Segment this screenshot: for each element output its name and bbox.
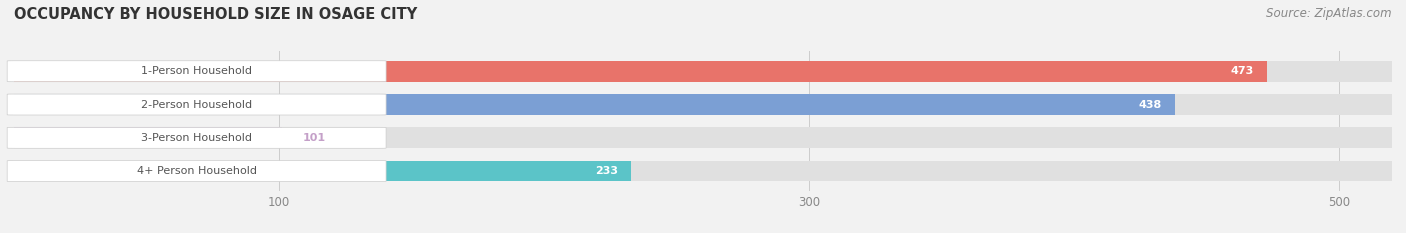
- Bar: [14, 61, 1392, 82]
- Text: 101: 101: [302, 133, 326, 143]
- Text: 438: 438: [1139, 99, 1161, 110]
- FancyBboxPatch shape: [7, 127, 387, 148]
- Bar: [14, 94, 1392, 115]
- Bar: [14, 161, 1392, 182]
- Bar: [14, 127, 281, 148]
- Bar: [14, 94, 1174, 115]
- FancyBboxPatch shape: [7, 161, 387, 182]
- FancyBboxPatch shape: [7, 61, 387, 82]
- FancyBboxPatch shape: [7, 94, 387, 115]
- Bar: [14, 61, 1267, 82]
- Bar: [14, 161, 631, 182]
- Text: 2-Person Household: 2-Person Household: [141, 99, 252, 110]
- Text: 233: 233: [595, 166, 619, 176]
- Text: 4+ Person Household: 4+ Person Household: [136, 166, 257, 176]
- Text: 1-Person Household: 1-Person Household: [141, 66, 252, 76]
- Text: OCCUPANCY BY HOUSEHOLD SIZE IN OSAGE CITY: OCCUPANCY BY HOUSEHOLD SIZE IN OSAGE CIT…: [14, 7, 418, 22]
- Text: 473: 473: [1230, 66, 1254, 76]
- Text: 3-Person Household: 3-Person Household: [141, 133, 252, 143]
- Text: Source: ZipAtlas.com: Source: ZipAtlas.com: [1267, 7, 1392, 20]
- Bar: [14, 127, 1392, 148]
